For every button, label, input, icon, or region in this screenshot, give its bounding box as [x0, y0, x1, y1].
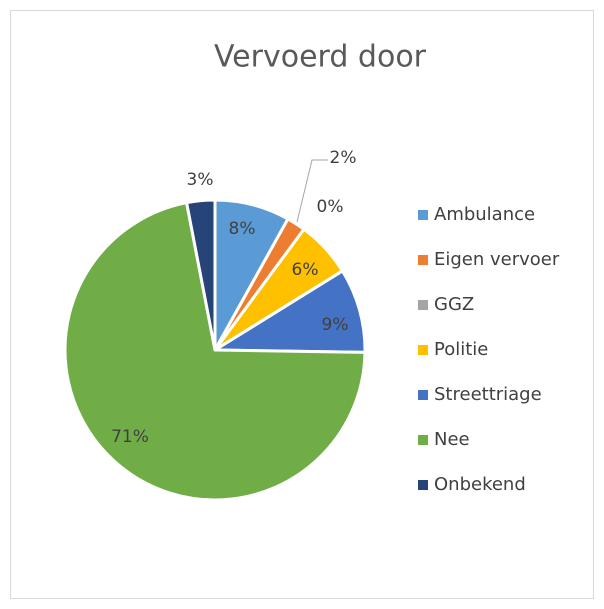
chart-title: Vervoerd door	[214, 40, 427, 75]
legend-label: Politie	[434, 339, 488, 360]
pie-slice	[185, 198, 217, 352]
pie-slice	[213, 269, 367, 354]
legend-label: Ambulance	[434, 204, 535, 225]
legend-marker	[418, 210, 428, 220]
data-label: 3%	[187, 170, 214, 190]
data-label: 0%	[317, 197, 344, 217]
legend-label: Nee	[434, 429, 470, 450]
legend-marker	[418, 390, 428, 400]
data-label: 8%	[229, 219, 256, 239]
legend-marker	[418, 435, 428, 445]
legend-marker	[418, 345, 428, 355]
data-label: 2%	[330, 148, 357, 168]
legend-label: Eigen vervoer	[434, 249, 560, 270]
legend-marker	[418, 255, 428, 265]
legend-marker	[418, 480, 428, 490]
leader-line	[296, 159, 328, 223]
legend-marker	[418, 300, 428, 310]
legend-label: Onbekend	[434, 474, 526, 495]
data-label: 6%	[292, 260, 319, 280]
legend-label: Streettriage	[434, 384, 542, 405]
data-label: 71%	[111, 427, 149, 447]
legend-label: GGZ	[434, 294, 474, 315]
data-label: 9%	[322, 315, 349, 335]
